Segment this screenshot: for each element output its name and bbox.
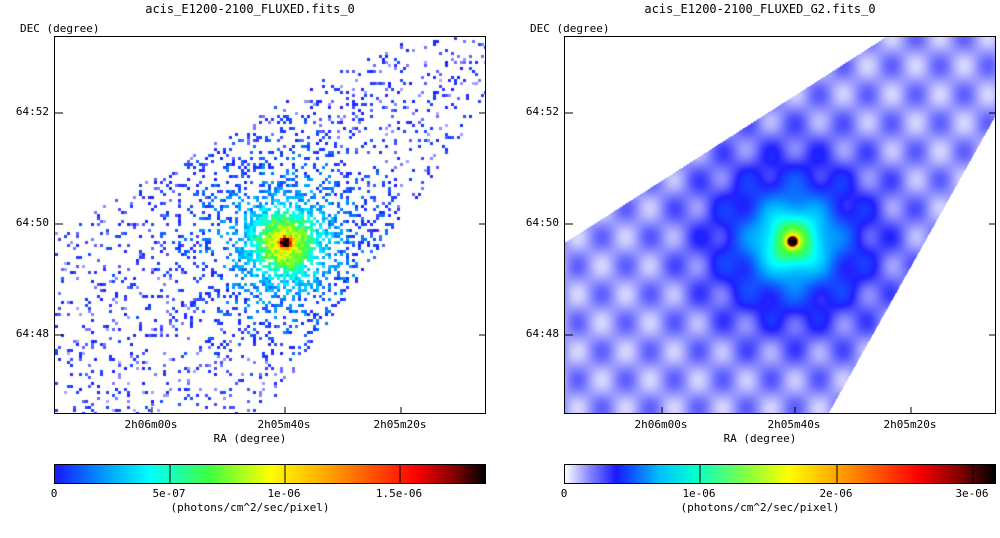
axis-ticks <box>565 112 995 413</box>
colorbar-unit-label: (photons/cm^2/sec/pixel) <box>680 501 840 514</box>
colorbar-tick-label: 1e-06 <box>682 487 716 500</box>
y-tick-label: 64:48 <box>15 327 49 340</box>
colorbar <box>564 464 996 484</box>
colorbar-tick-label: 5e-07 <box>152 487 186 500</box>
image-panel-left: acis_E1200-2100_FLUXED.fits_0 DEC (degre… <box>15 2 486 514</box>
fits-image-smoothed[interactable] <box>565 37 995 413</box>
panel-title: acis_E1200-2100_FLUXED.fits_0 <box>145 2 355 16</box>
colorbar-tick-label: 1.5e-06 <box>375 487 423 500</box>
image-panel-right: acis_E1200-2100_FLUXED_G2.fits_0 DEC (de… <box>510 0 1000 538</box>
axis-ticks <box>55 112 485 413</box>
colorbar-unit-label: (photons/cm^2/sec/pixel) <box>170 501 330 514</box>
colorbar-tick-label: 0 <box>50 487 58 500</box>
colorbar-tick-label: 0 <box>560 487 568 500</box>
x-axis-label: RA (degree) <box>213 432 287 445</box>
fits-image-pixelated[interactable] <box>55 37 485 413</box>
colorbar <box>54 464 486 484</box>
image-frame[interactable] <box>564 36 996 414</box>
colorbar-tick-label: 2e-06 <box>819 487 853 500</box>
x-tick-label: 2h05m20s <box>883 418 937 431</box>
x-tick-label: 2h05m20s <box>373 418 427 431</box>
y-axis-label: DEC (degree) <box>530 22 610 35</box>
x-axis-label: RA (degree) <box>723 432 797 445</box>
y-tick-label: 64:52 <box>15 105 49 118</box>
y-tick-label: 64:48 <box>525 327 559 340</box>
x-tick-label: 2h06m00s <box>634 418 688 431</box>
y-tick-label: 64:50 <box>15 216 49 229</box>
colorbar-tick-label: 3e-06 <box>955 487 989 500</box>
x-tick-label: 2h05m40s <box>257 418 311 431</box>
colorbar-tick-label: 1e-06 <box>267 487 301 500</box>
x-tick-label: 2h06m00s <box>124 418 178 431</box>
x-tick-label: 2h05m40s <box>767 418 821 431</box>
y-tick-label: 64:52 <box>525 105 559 118</box>
panel-title: acis_E1200-2100_FLUXED_G2.fits_0 <box>644 2 876 16</box>
y-tick-label: 64:50 <box>525 216 559 229</box>
image-frame[interactable] <box>54 36 486 414</box>
y-axis-label: DEC (degree) <box>20 22 100 35</box>
